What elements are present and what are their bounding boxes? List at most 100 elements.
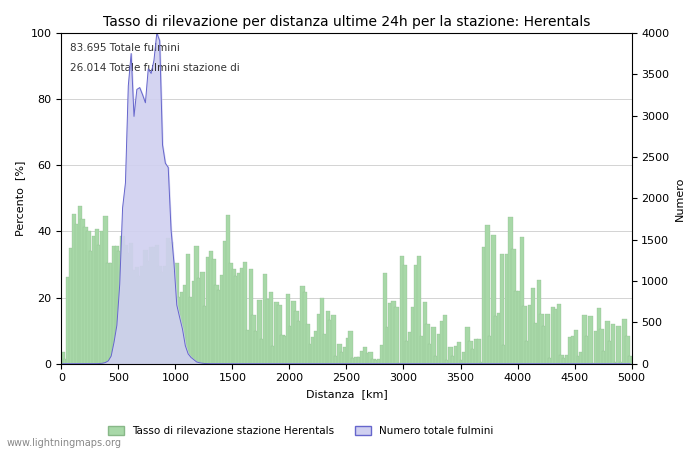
Bar: [211, 259, 216, 364]
Bar: [86, 231, 90, 364]
Bar: [374, 360, 379, 364]
Bar: [137, 276, 142, 364]
Bar: [140, 266, 145, 364]
Bar: [132, 270, 136, 364]
Bar: [460, 360, 464, 364]
Bar: [160, 272, 164, 364]
Bar: [288, 326, 293, 364]
Bar: [226, 215, 230, 364]
Bar: [391, 301, 395, 364]
Bar: [497, 313, 501, 364]
Bar: [545, 314, 550, 364]
Bar: [400, 256, 405, 364]
Bar: [448, 346, 453, 364]
Bar: [251, 315, 256, 364]
Bar: [186, 254, 190, 364]
Bar: [314, 331, 318, 364]
Bar: [126, 253, 131, 364]
Bar: [89, 251, 94, 364]
Bar: [209, 251, 214, 364]
Bar: [254, 331, 259, 364]
Bar: [248, 269, 253, 364]
Bar: [599, 329, 604, 364]
Bar: [551, 307, 556, 364]
Bar: [174, 263, 179, 364]
Bar: [556, 304, 561, 364]
Bar: [115, 247, 119, 364]
Bar: [428, 344, 433, 364]
Bar: [103, 216, 108, 364]
Bar: [368, 352, 373, 364]
Bar: [442, 315, 447, 364]
Bar: [537, 280, 541, 364]
Bar: [380, 345, 384, 364]
Bar: [371, 359, 376, 364]
Bar: [66, 277, 71, 364]
Bar: [223, 240, 228, 364]
Bar: [331, 315, 336, 364]
Bar: [243, 262, 248, 364]
Bar: [112, 247, 116, 364]
Bar: [123, 245, 127, 364]
Bar: [294, 310, 299, 364]
Bar: [172, 271, 176, 364]
Bar: [203, 306, 208, 364]
Bar: [195, 246, 199, 364]
Bar: [63, 359, 68, 364]
Bar: [482, 247, 487, 364]
Bar: [528, 305, 533, 364]
Bar: [158, 266, 162, 364]
Text: www.lightningmaps.org: www.lightningmaps.org: [7, 438, 122, 448]
Bar: [360, 351, 365, 364]
Bar: [568, 338, 573, 364]
Bar: [505, 254, 510, 364]
Bar: [346, 338, 350, 364]
Bar: [129, 243, 134, 364]
Bar: [69, 248, 73, 364]
Bar: [394, 307, 398, 364]
Bar: [440, 321, 444, 364]
Bar: [408, 332, 413, 364]
Bar: [189, 297, 193, 364]
Bar: [246, 330, 251, 364]
Bar: [522, 306, 527, 364]
Legend: Tasso di rilevazione stazione Herentals, Numero totale fulmini: Tasso di rilevazione stazione Herentals,…: [104, 422, 498, 440]
Bar: [617, 326, 621, 364]
Bar: [494, 316, 498, 364]
Bar: [234, 276, 239, 364]
Bar: [585, 336, 589, 364]
Bar: [280, 335, 285, 364]
Bar: [214, 285, 219, 364]
Bar: [559, 355, 564, 364]
Bar: [277, 305, 281, 364]
Bar: [477, 339, 482, 364]
Bar: [614, 362, 618, 364]
Bar: [602, 351, 607, 364]
Bar: [180, 292, 185, 364]
Bar: [554, 310, 559, 364]
Bar: [386, 327, 390, 364]
Bar: [402, 265, 407, 364]
Bar: [534, 323, 538, 364]
Bar: [466, 327, 470, 364]
Bar: [451, 356, 456, 364]
Bar: [596, 308, 601, 364]
Y-axis label: Numero: Numero: [675, 176, 685, 220]
Bar: [620, 362, 624, 364]
Bar: [169, 242, 174, 364]
Bar: [263, 274, 267, 364]
Bar: [542, 326, 547, 364]
Bar: [163, 266, 167, 364]
Bar: [431, 328, 435, 364]
Bar: [463, 352, 467, 364]
Bar: [206, 256, 211, 364]
Bar: [565, 355, 570, 364]
Bar: [588, 315, 592, 364]
Bar: [72, 214, 76, 364]
Title: Tasso di rilevazione per distanza ultime 24h per la stazione: Herentals: Tasso di rilevazione per distanza ultime…: [103, 15, 590, 29]
Bar: [405, 341, 410, 364]
Bar: [303, 292, 307, 364]
Bar: [320, 298, 325, 364]
Bar: [118, 252, 122, 364]
Bar: [423, 302, 427, 364]
